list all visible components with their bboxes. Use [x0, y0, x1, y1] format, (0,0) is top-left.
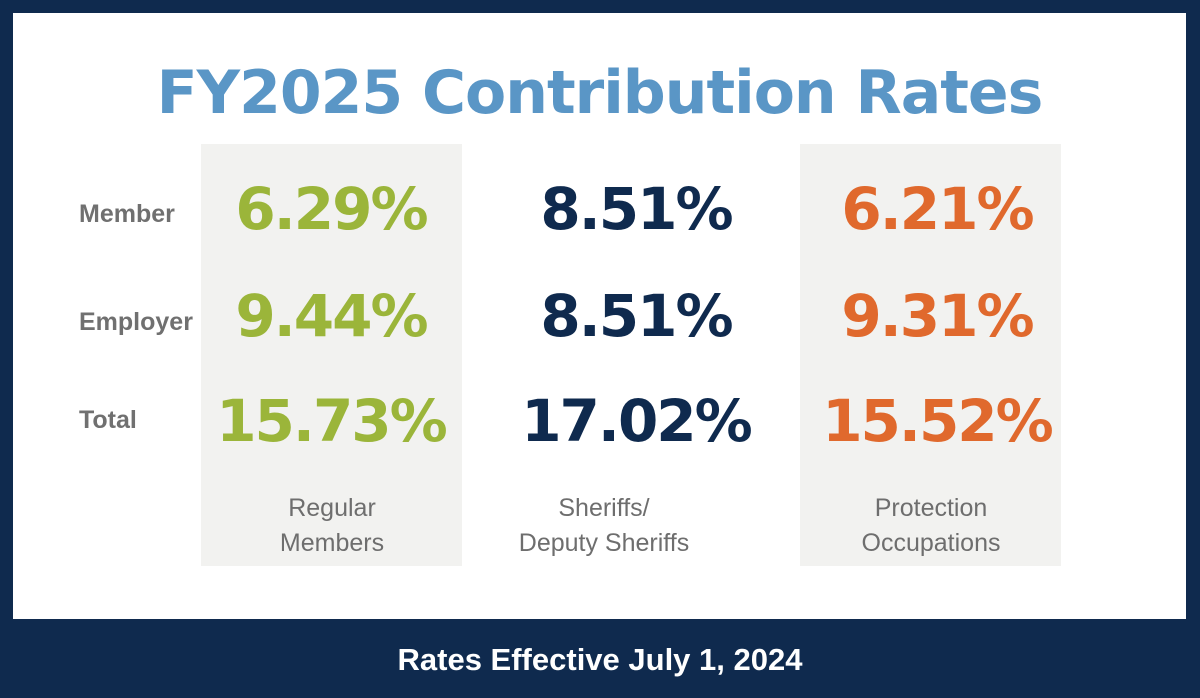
protection-total-rate: 15.52%: [822, 387, 1054, 455]
regular-member-rate: 6.29%: [235, 175, 428, 243]
protection-member-rate: 6.21%: [841, 175, 1034, 243]
protection-occupations-column-background: [800, 144, 1061, 566]
row-label-total: Total: [79, 406, 137, 434]
protection-caption: Protection Occupations: [781, 491, 1081, 561]
regular-members-column-background: [201, 144, 462, 566]
protection-caption-line1: Protection: [874, 494, 988, 522]
regular-members-caption-line2: Members: [279, 529, 385, 557]
protection-caption-line2: Occupations: [861, 529, 1001, 557]
sheriffs-caption-line1: Sheriffs/: [558, 494, 650, 522]
sheriffs-employer-rate: 8.51%: [540, 282, 733, 350]
row-label-employer: Employer: [79, 308, 193, 336]
sheriffs-member-rate: 8.51%: [540, 175, 733, 243]
row-label-member: Member: [79, 200, 175, 228]
protection-employer-rate: 9.31%: [841, 282, 1034, 350]
sheriffs-caption-line2: Deputy Sheriffs: [518, 529, 690, 557]
sheriffs-caption: Sheriffs/ Deputy Sheriffs: [454, 491, 754, 561]
rates-panel: FY2025 Contribution Rates Member Employe…: [13, 13, 1186, 619]
sheriffs-total-rate: 17.02%: [521, 387, 753, 455]
regular-members-caption-line1: Regular: [288, 494, 376, 522]
regular-members-caption: Regular Members: [182, 491, 482, 561]
page-title: FY2025 Contribution Rates: [156, 58, 1044, 128]
regular-employer-rate: 9.44%: [235, 282, 428, 350]
regular-total-rate: 15.73%: [216, 387, 448, 455]
effective-date-footer: Rates Effective July 1, 2024: [397, 642, 803, 677]
